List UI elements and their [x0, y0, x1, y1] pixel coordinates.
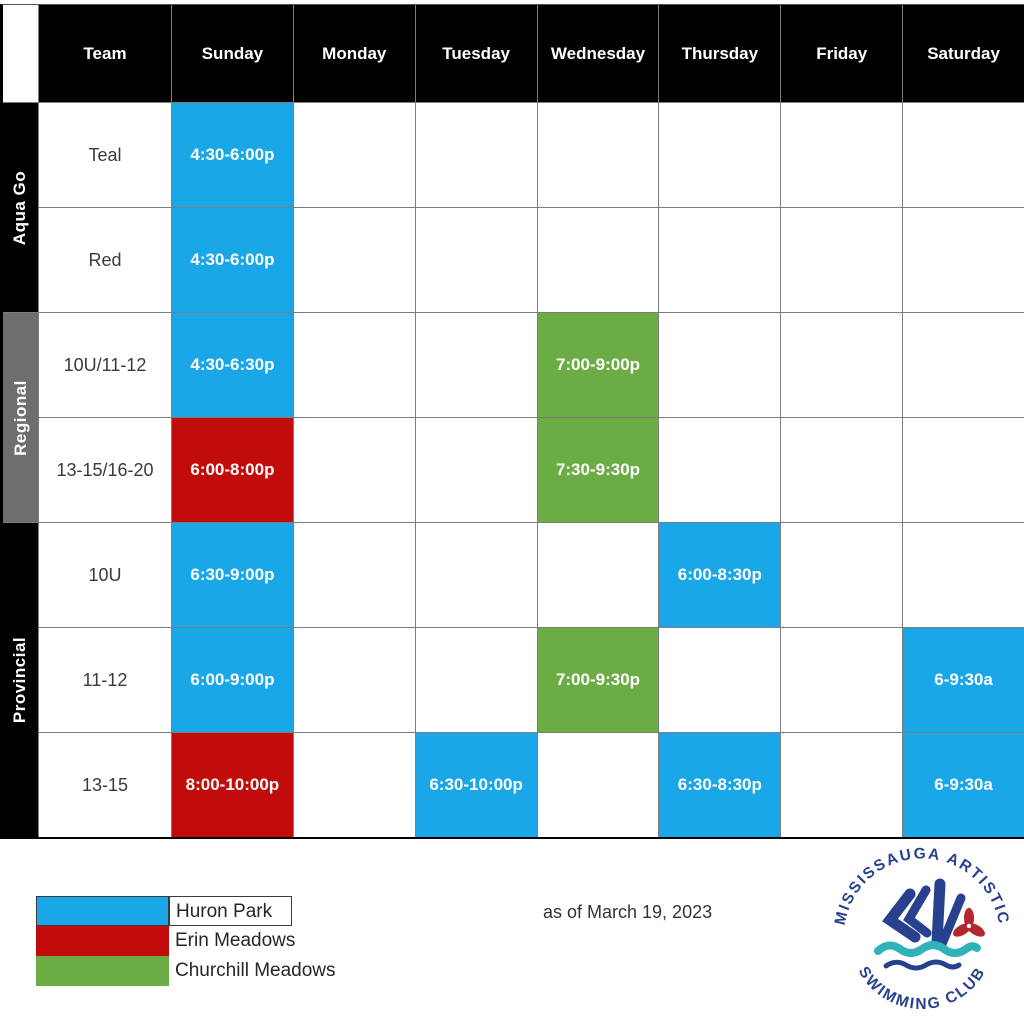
schedule-cell	[293, 418, 415, 522]
schedule-cell	[781, 103, 903, 207]
schedule-cell	[293, 208, 415, 312]
schedule-cell: 8:00-10:00p	[172, 733, 293, 837]
day-column-header-tuesday: Tuesday	[415, 5, 537, 102]
schedule-cell	[415, 418, 537, 522]
schedule-cell: 6-9:30a	[903, 628, 1024, 732]
schedule-cell	[903, 418, 1024, 522]
venue-legend: Huron Park Erin Meadows Churchill Meadows	[36, 896, 342, 986]
schedule-cell	[415, 313, 537, 417]
schedule-cell	[415, 628, 537, 732]
schedule-cell	[293, 523, 415, 627]
schedule-cell: 6:30-10:00p	[415, 733, 537, 837]
schedule-cell: 6:00-8:30p	[659, 523, 781, 627]
legend-row-erin_meadows: Erin Meadows	[36, 926, 342, 956]
legend-swatch	[36, 956, 169, 986]
schedule-cell	[293, 313, 415, 417]
legend-row-huron_park: Huron Park	[36, 896, 342, 926]
team-cell: 13-15	[39, 733, 171, 837]
group-band-aqua-go: Aqua Go	[3, 103, 38, 312]
legend-swatch	[36, 896, 169, 926]
schedule-table: Team Sunday Monday Tuesday Wednesday Thursday…	[0, 4, 1024, 839]
schedule-cell	[903, 313, 1024, 417]
team-cell: Teal	[39, 103, 171, 207]
schedule-cell	[659, 103, 781, 207]
schedule-cell	[537, 523, 659, 627]
schedule-cell	[903, 208, 1024, 312]
team-column-header: Team	[39, 5, 171, 102]
group-band-regional: Regional	[3, 313, 38, 522]
schedule-cell: 6:00-9:00p	[172, 628, 293, 732]
schedule-cell: 6:30-9:00p	[172, 523, 293, 627]
team-cell: 11-12	[39, 628, 171, 732]
group-band-label: Provincial	[10, 636, 30, 724]
legend-label: Huron Park	[169, 896, 292, 926]
schedule-cell: 7:00-9:30p	[537, 628, 659, 732]
team-cell: 10U/11-12	[39, 313, 171, 417]
schedule-cell	[415, 523, 537, 627]
logo-bottom-arc-text: SWIMMING CLUB	[855, 964, 990, 1013]
day-column-header-monday: Monday	[293, 5, 415, 102]
schedule-cell	[781, 628, 903, 732]
schedule-cell: 6:00-8:00p	[172, 418, 293, 522]
schedule-cell	[903, 523, 1024, 627]
team-cell: Red	[39, 208, 171, 312]
day-column-header-wednesday: Wednesday	[537, 5, 659, 102]
legend-label: Erin Meadows	[175, 930, 296, 951]
schedule-cell	[293, 628, 415, 732]
schedule-cell	[903, 103, 1024, 207]
as-of-date: as of March 19, 2023	[543, 902, 713, 922]
schedule-cell: 4:30-6:00p	[172, 208, 293, 312]
schedule-cell	[659, 628, 781, 732]
logo-top-arc-text: MISSISSAUGA ARTISTIC	[832, 845, 1012, 926]
schedule-cell	[537, 103, 659, 207]
schedule-cell: 7:30-9:30p	[537, 418, 659, 522]
group-band-provincial: Provincial	[3, 523, 38, 837]
legend-swatch	[36, 926, 169, 956]
waves-icon	[874, 941, 981, 971]
group-band-label: Regional	[10, 379, 30, 456]
schedule-cell: 7:00-9:00p	[537, 313, 659, 417]
trillium-icon	[953, 908, 985, 937]
table-corner-cell	[3, 5, 38, 102]
club-logo: MISSISSAUGA ARTISTIC SWIMMING CLUB	[832, 845, 1012, 1013]
schedule-cell	[537, 733, 659, 837]
schedule-cell: 6-9:30a	[903, 733, 1024, 837]
schedule-cell	[659, 313, 781, 417]
schedule-cell: 4:30-6:00p	[172, 103, 293, 207]
legend-label: Churchill Meadows	[175, 960, 336, 981]
schedule-cell	[781, 523, 903, 627]
schedule-cell	[659, 418, 781, 522]
schedule-cell	[659, 208, 781, 312]
schedule-cell	[781, 733, 903, 837]
group-band-label: Aqua Go	[10, 170, 30, 245]
schedule-cell	[293, 103, 415, 207]
legend-row-churchill_meadows: Churchill Meadows	[36, 956, 342, 986]
schedule-cell	[293, 733, 415, 837]
schedule-cell	[415, 208, 537, 312]
schedule-cell	[781, 418, 903, 522]
schedule-cell	[781, 208, 903, 312]
swimmer-legs-icon	[882, 878, 966, 949]
day-column-header-saturday: Saturday	[903, 5, 1024, 102]
day-column-header-thursday: Thursday	[659, 5, 781, 102]
team-cell: 10U	[39, 523, 171, 627]
day-column-header-sunday: Sunday	[172, 5, 293, 102]
schedule-cell	[415, 103, 537, 207]
schedule-cell	[537, 208, 659, 312]
day-column-header-friday: Friday	[781, 5, 903, 102]
schedule-cell: 6:30-8:30p	[659, 733, 781, 837]
team-cell: 13-15/16-20	[39, 418, 171, 522]
schedule-cell: 4:30-6:30p	[172, 313, 293, 417]
schedule-cell	[781, 313, 903, 417]
